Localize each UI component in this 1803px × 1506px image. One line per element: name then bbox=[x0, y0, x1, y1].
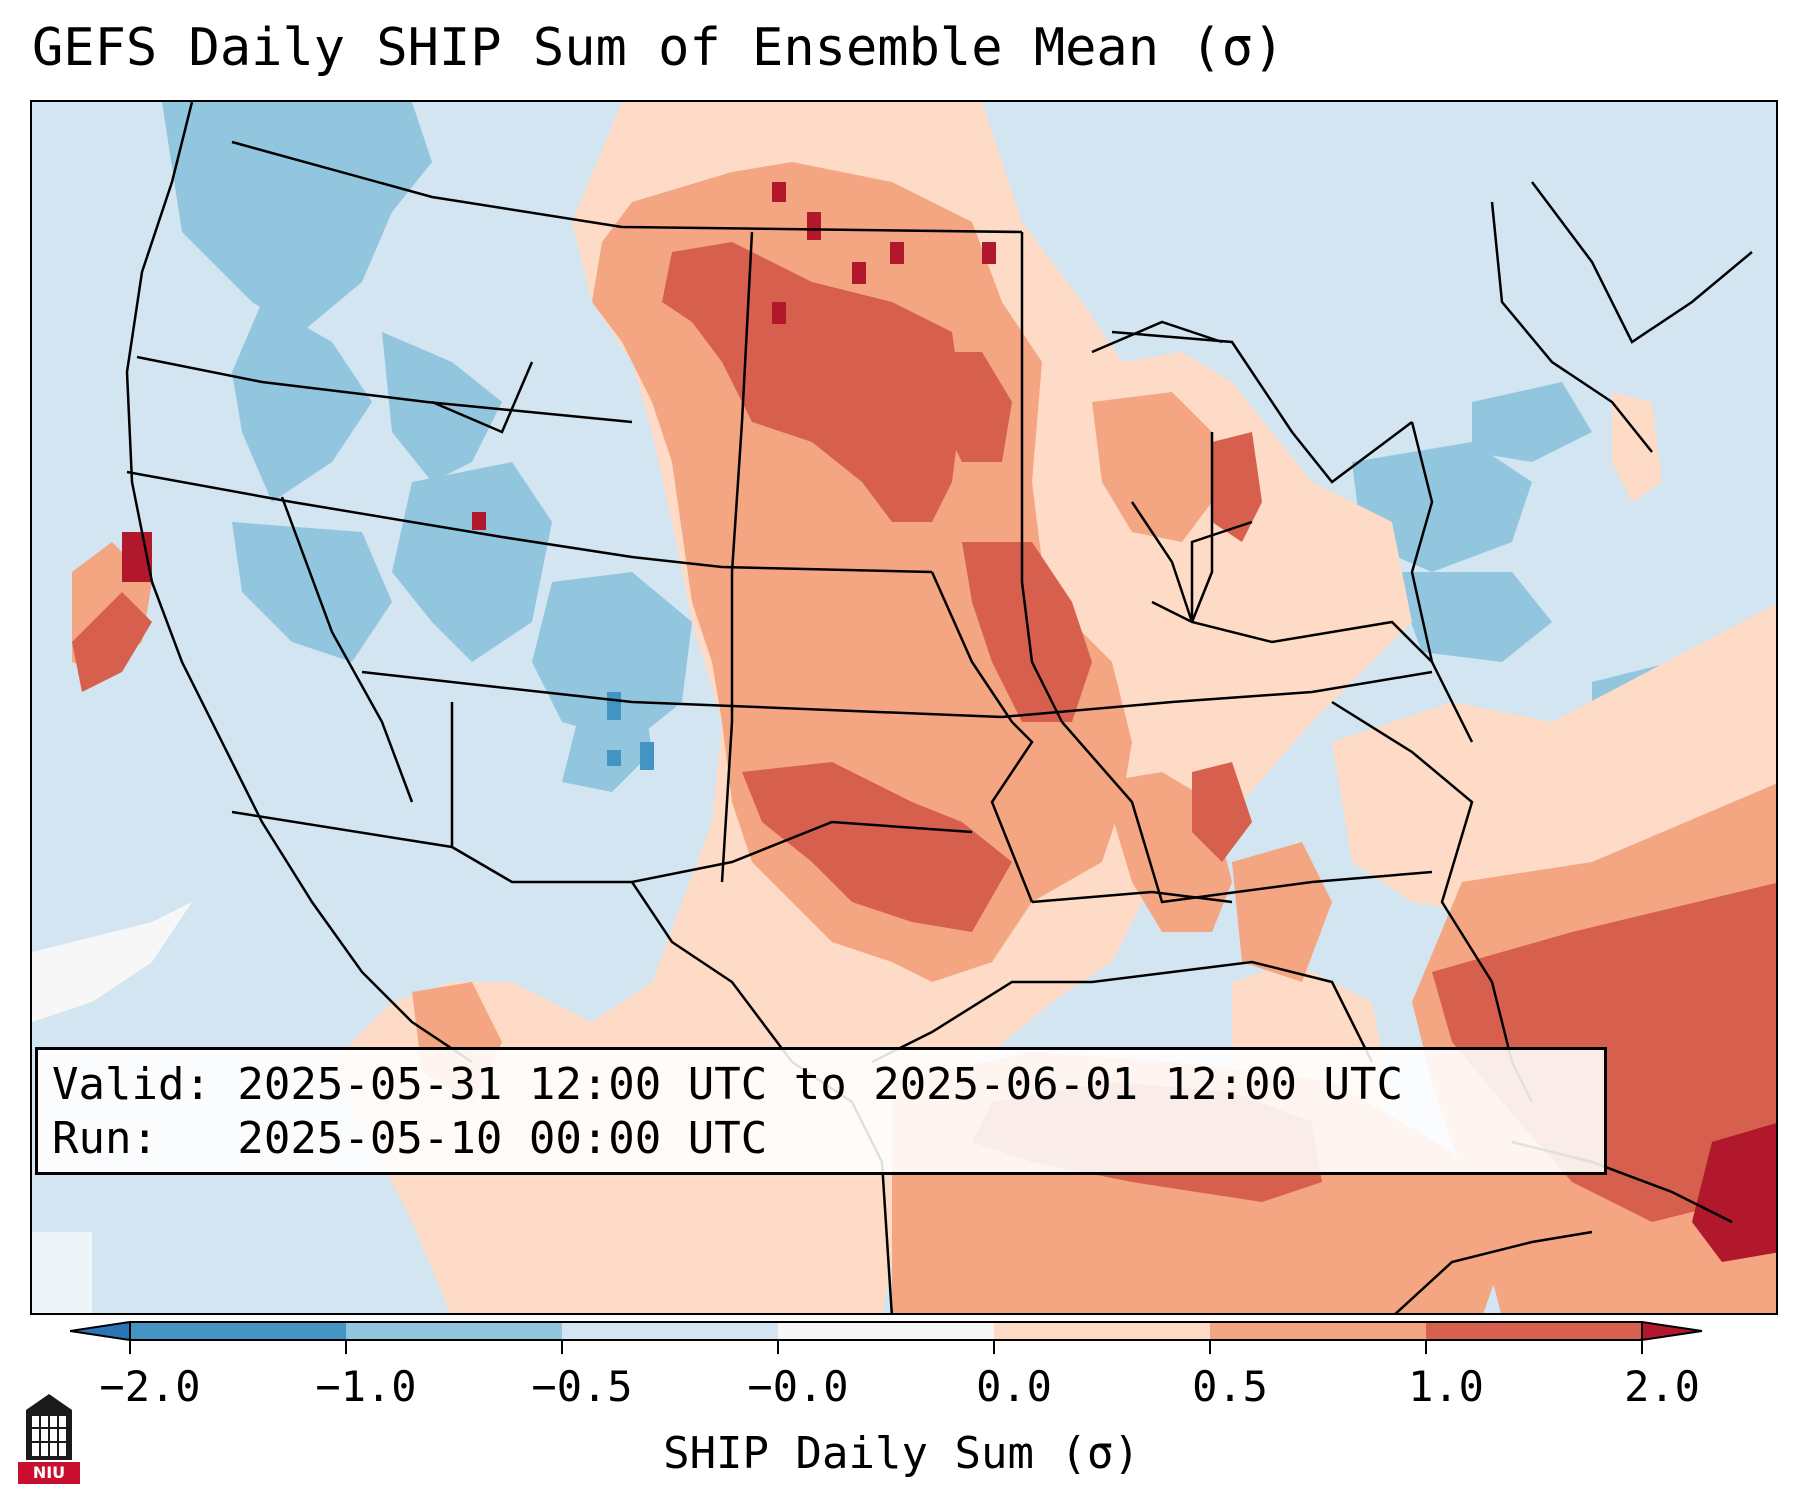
colorbar-tick-label: 2.0 bbox=[1624, 1362, 1700, 1411]
colorbar-bin bbox=[1426, 1322, 1642, 1340]
lower-ocean-shade bbox=[32, 1232, 92, 1313]
colorbar-tick-label: 0.5 bbox=[1192, 1362, 1268, 1411]
valid-run-info-box: Valid: 2025-05-31 12:00 UTC to 2025-06-0… bbox=[35, 1047, 1607, 1175]
colorbar bbox=[70, 1320, 1703, 1354]
valid-time-text: Valid: 2025-05-31 12:00 UTC to 2025-06-0… bbox=[52, 1059, 1404, 1110]
neutral-patch bbox=[32, 902, 192, 1022]
colorbar-bin bbox=[994, 1322, 1210, 1340]
colorbar-bin bbox=[1210, 1322, 1426, 1340]
run-time-text: Run: 2025-05-10 00:00 UTC bbox=[52, 1113, 768, 1164]
colorbar-bin bbox=[346, 1322, 562, 1340]
colorbar-tick-label: −1.0 bbox=[315, 1362, 417, 1411]
map-title: GEFS Daily SHIP Sum of Ensemble Mean (σ) bbox=[32, 18, 1285, 78]
colorbar-tick-label: −0.5 bbox=[531, 1362, 633, 1411]
colorbar-label: SHIP Daily Sum (σ) bbox=[663, 1428, 1140, 1479]
logo-text: NIU bbox=[18, 1462, 80, 1484]
colorbar-bin bbox=[130, 1322, 346, 1340]
colorbar-outline bbox=[129, 1321, 1643, 1341]
colorbar-tick-label: 0.0 bbox=[976, 1362, 1052, 1411]
colorbar-tick-label: 1.0 bbox=[1408, 1362, 1484, 1411]
colorbar-bin bbox=[562, 1322, 778, 1340]
niu-logo: NIU bbox=[18, 1392, 80, 1484]
colorbar-tick-label: −0.0 bbox=[747, 1362, 849, 1411]
extreme-positive-cells bbox=[122, 182, 1776, 1262]
colorbar-extend-high bbox=[1641, 1320, 1703, 1342]
colorbar-tick-label: −2.0 bbox=[99, 1362, 201, 1411]
colorbar-bin bbox=[778, 1322, 994, 1340]
colorbar-extend-low bbox=[70, 1320, 131, 1342]
